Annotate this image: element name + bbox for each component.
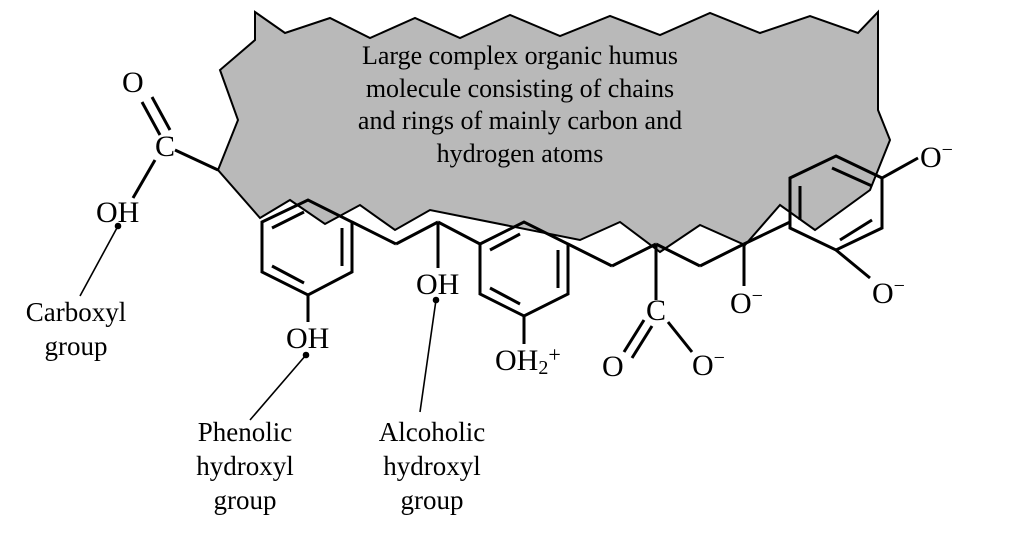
atom-o-far-bot: O− xyxy=(872,276,905,309)
label-phenolic-3: group xyxy=(170,484,320,518)
atom-oh-carboxyl: OH xyxy=(96,198,139,228)
atom-o-far-top: O− xyxy=(920,140,953,173)
o-right-neg-o: O xyxy=(692,349,714,382)
o-top-neg-sup: − xyxy=(752,285,763,307)
blob-line3: and rings of mainly carbon and xyxy=(270,105,770,138)
label-alcoholic-3: group xyxy=(352,484,512,518)
label-alcoholic-2: hydroxyl xyxy=(352,450,512,484)
o-far-bot-o: O xyxy=(872,277,894,310)
label-alcoholic: Alcoholic hydroxyl group xyxy=(352,416,512,517)
label-carboxyl: Carboxyl group xyxy=(6,296,146,364)
label-alcoholic-1: Alcoholic xyxy=(352,416,512,450)
label-phenolic-2: hydroxyl xyxy=(170,450,320,484)
atom-c-carboxyl: C xyxy=(155,132,175,162)
blob-caption: Large complex organic humus molecule con… xyxy=(270,40,770,170)
o-right-neg-sup: − xyxy=(714,347,725,369)
label-phenolic: Phenolic hydroxyl group xyxy=(170,416,320,517)
o-far-bot-sup: − xyxy=(894,275,905,297)
oh2-sub: 2 xyxy=(538,357,548,379)
oh2-oh: OH xyxy=(495,344,538,377)
label-carboxyl-1: Carboxyl xyxy=(6,296,146,330)
atom-oh-alcoholic: OH xyxy=(416,270,459,300)
blob-line2: molecule consisting of chains xyxy=(270,73,770,106)
atom-o-right-dbl: O xyxy=(602,352,624,382)
atom-oh2plus: OH2+ xyxy=(495,344,561,378)
atom-c-right: C xyxy=(646,296,666,326)
oh2-sup: + xyxy=(548,342,560,367)
atom-oh-phenolic: OH xyxy=(286,324,329,354)
atom-o-double: O xyxy=(122,68,144,98)
o-top-neg-o: O xyxy=(730,287,752,320)
o-far-top-sup: − xyxy=(942,139,953,161)
o-far-top-o: O xyxy=(920,141,942,174)
blob-line4: hydrogen atoms xyxy=(270,138,770,171)
label-phenolic-1: Phenolic xyxy=(170,416,320,450)
diagram-canvas: Large complex organic humus molecule con… xyxy=(0,0,1024,541)
blob-line1: Large complex organic humus xyxy=(270,40,770,73)
label-carboxyl-2: group xyxy=(6,330,146,364)
atom-o-top-neg: O− xyxy=(730,286,763,319)
atom-o-right-neg: O− xyxy=(692,348,725,381)
